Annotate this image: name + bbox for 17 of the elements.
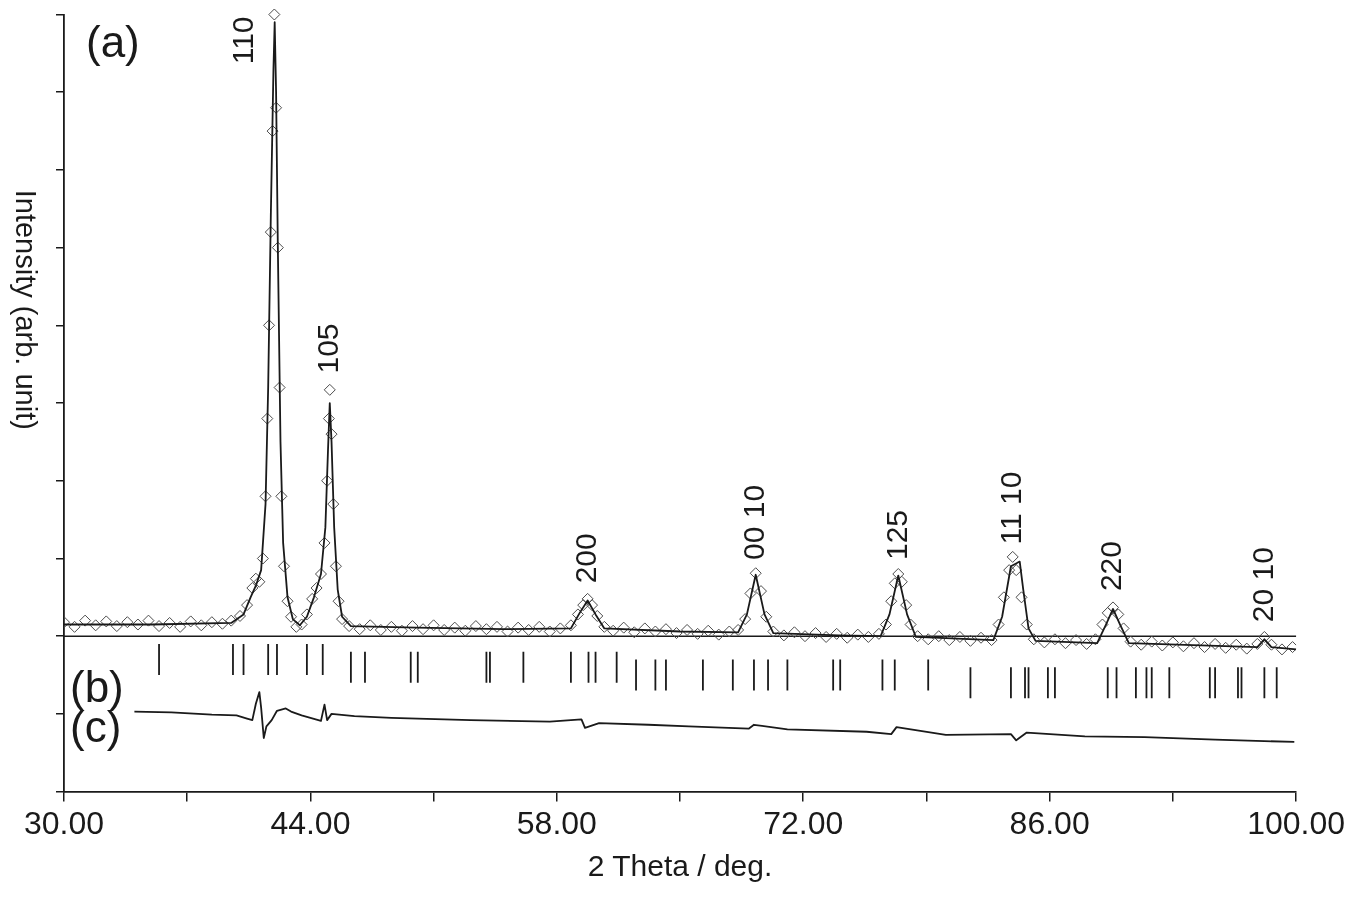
x-tick-label: 30.00 xyxy=(23,804,105,841)
annotation: 20 10 xyxy=(1245,547,1279,623)
annotation: 00 10 xyxy=(736,484,770,561)
x-tick-label: 86.00 xyxy=(1009,804,1090,841)
annotation: 125 xyxy=(879,509,913,561)
annotation: 11 10 xyxy=(993,471,1027,545)
x-tick-label: 44.00 xyxy=(270,804,351,841)
annotation: 110 xyxy=(225,16,259,65)
annotation: 105 xyxy=(311,323,345,374)
x-tick-label: 58.00 xyxy=(516,804,597,841)
y-axis-title: Intensity (arb. unit) xyxy=(10,189,42,430)
annotation: 220 xyxy=(1094,541,1128,592)
annotation: (a) xyxy=(86,16,140,66)
annotation: 200 xyxy=(568,533,602,584)
x-axis-title: 2 Theta / deg. xyxy=(587,849,773,883)
x-tick-label: 72.00 xyxy=(763,804,844,841)
x-tick-label: 100.00 xyxy=(1247,804,1345,841)
